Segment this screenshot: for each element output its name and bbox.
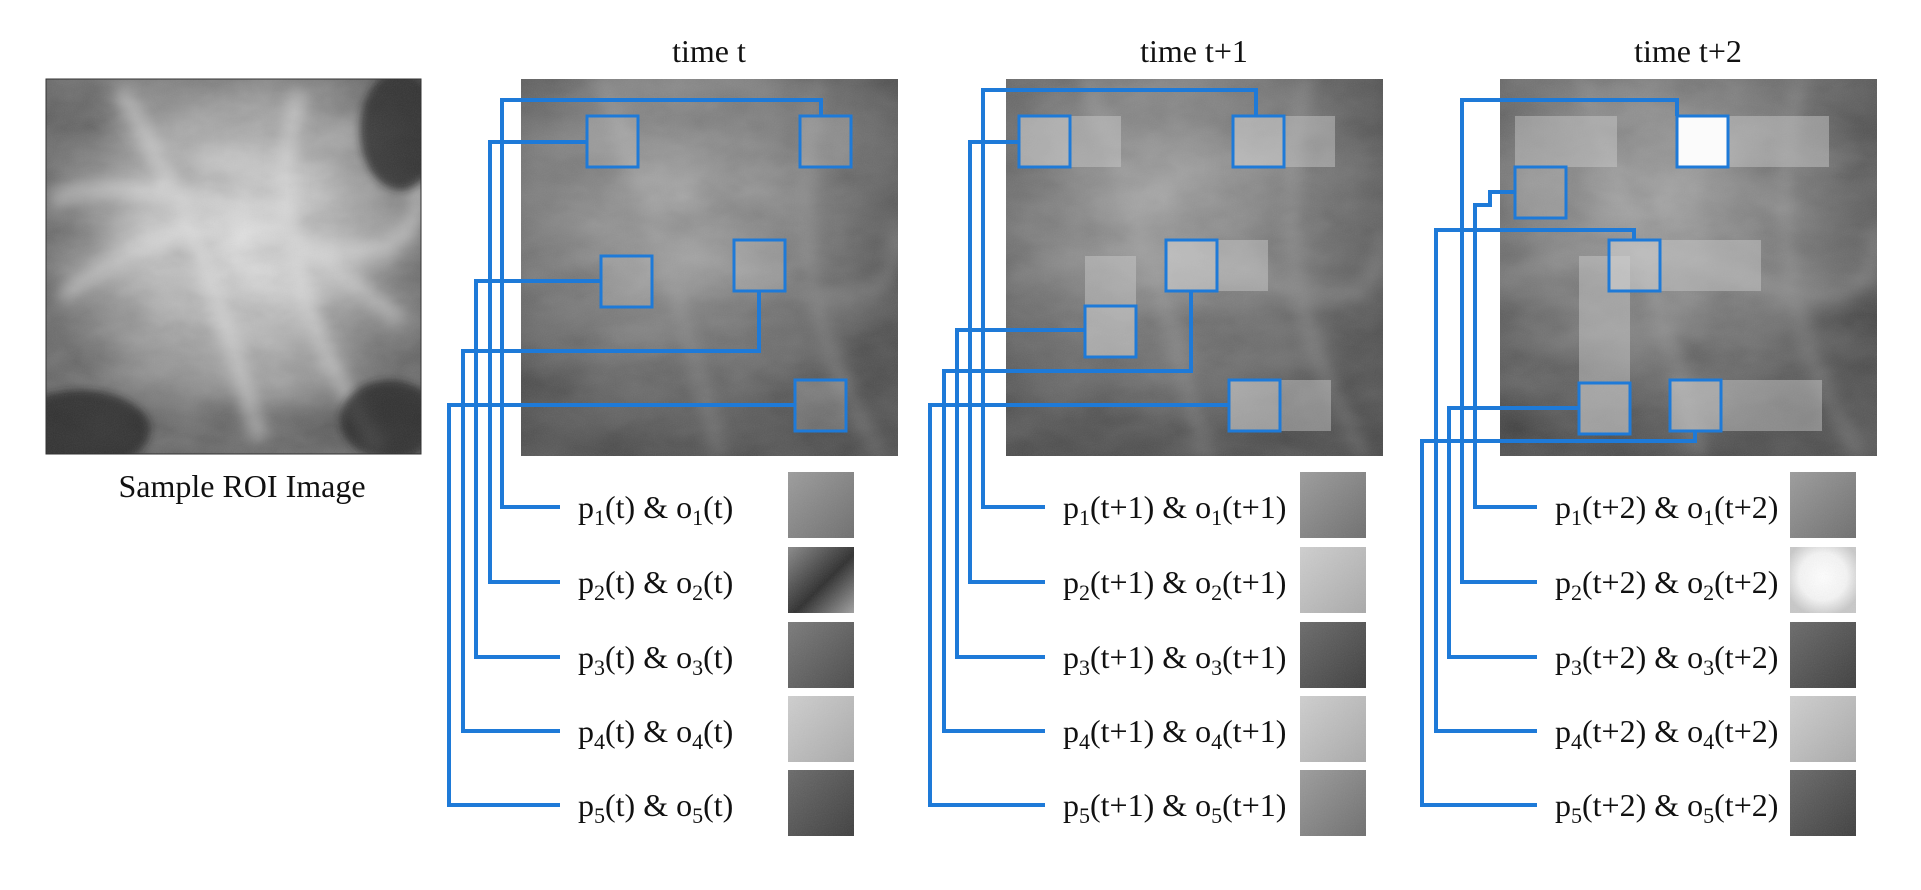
- frame-title: time t: [672, 33, 746, 69]
- frame-group-1: time t p1(t) & o1(t) p2(t) & o2(t) p3(t) & …: [447, 33, 898, 836]
- patch-label-1: p1(t+1) & o1(t+1): [1063, 489, 1286, 530]
- frame-group-3: time t+2 p1(t+2) & o1(t+2) p2(t+2) & o2(t+…: [1420, 33, 1877, 836]
- patch-thumbnail-2: [1300, 547, 1366, 613]
- connector-line-4: [461, 291, 761, 733]
- patch-thumbnail-5: [1300, 770, 1366, 836]
- connector-line-2: [968, 140, 1045, 584]
- patch-thumbnail-4: [1300, 696, 1366, 762]
- sample-roi-border: [45, 78, 422, 455]
- patch-thumbnail-2: [788, 547, 854, 613]
- frame-title: time t+1: [1140, 33, 1248, 69]
- patch-trail-5: [1670, 380, 1822, 431]
- connector-line-3: [955, 328, 1085, 659]
- sample-roi-caption: Sample ROI Image: [118, 468, 365, 504]
- patch-box-4: [1164, 238, 1219, 293]
- connector-line-5: [928, 403, 1229, 807]
- patch-box-2: [1675, 114, 1730, 169]
- patch-thumbnail-3: [1300, 622, 1366, 688]
- patch-trail-3: [1579, 256, 1630, 433]
- patch-box-4: [732, 238, 787, 293]
- patch-box-3: [599, 254, 654, 309]
- patch-label-5: p5(t+1) & o5(t+1): [1063, 787, 1286, 828]
- connector-line-4: [1434, 228, 1636, 733]
- patch-box-2: [798, 114, 853, 169]
- patch-box-2: [1231, 114, 1286, 169]
- connector-line-5: [1420, 431, 1697, 807]
- frame-title: time t+2: [1634, 33, 1742, 69]
- connector-line-1: [981, 88, 1258, 509]
- patch-label-3: p3(t+1) & o3(t+1): [1063, 639, 1286, 680]
- patch-trail-1: [1515, 116, 1617, 167]
- patch-label-4: p4(t) & o4(t): [578, 713, 733, 754]
- patch-box-1: [1513, 165, 1568, 220]
- patch-thumbnail-1: [1790, 472, 1856, 538]
- patch-thumbnail-2: [1790, 547, 1856, 613]
- patch-thumbnail-5: [788, 770, 854, 836]
- patch-thumbnail-1: [788, 472, 854, 538]
- patch-thumbnail-1: [1300, 472, 1366, 538]
- patch-label-4: p4(t+1) & o4(t+1): [1063, 713, 1286, 754]
- patch-thumbnail-4: [788, 696, 854, 762]
- connector-line-4: [942, 291, 1193, 733]
- patch-box-5: [1668, 378, 1723, 433]
- connector-line-3: [474, 279, 601, 659]
- patch-label-4: p4(t+2) & o4(t+2): [1555, 713, 1778, 754]
- sample-roi-image: [46, 79, 421, 454]
- patch-box-1: [585, 114, 640, 169]
- patch-label-5: p5(t) & o5(t): [578, 787, 733, 828]
- patch-thumbnail-5: [1790, 770, 1856, 836]
- connector-line-3: [1447, 406, 1579, 659]
- patch-box-4: [1607, 238, 1662, 293]
- frame-group-2: time t+1 p1(t+1) & o1(t+1) p2(t+1) & o2(t+…: [928, 33, 1383, 836]
- patch-label-2: p2(t+2) & o2(t+2): [1555, 564, 1778, 605]
- patch-trail-4: [1609, 240, 1761, 291]
- patch-label-2: p2(t+1) & o2(t+1): [1063, 564, 1286, 605]
- patch-label-2: p2(t) & o2(t): [578, 564, 733, 605]
- connector-line-5: [447, 403, 795, 807]
- connector-line-2: [1460, 98, 1679, 584]
- connector-line-2: [488, 140, 587, 584]
- patch-thumbnail-4: [1790, 696, 1856, 762]
- frames-layer: time t p1(t) & o1(t) p2(t) & o2(t) p3(t) & …: [447, 33, 1877, 836]
- patch-label-3: p3(t) & o3(t): [578, 639, 733, 680]
- patch-box-3: [1577, 381, 1632, 436]
- patch-label-5: p5(t+2) & o5(t+2): [1555, 787, 1778, 828]
- patch-thumbnail-3: [788, 622, 854, 688]
- patch-box-5: [793, 378, 848, 433]
- patch-box-5: [1227, 378, 1282, 433]
- patch-box-3: [1083, 304, 1138, 359]
- patch-box-1: [1017, 114, 1072, 169]
- patch-label-1: p1(t) & o1(t): [578, 489, 733, 530]
- patch-thumbnail-3: [1790, 622, 1856, 688]
- patch-label-3: p3(t+2) & o3(t+2): [1555, 639, 1778, 680]
- patch-label-1: p1(t+2) & o1(t+2): [1555, 489, 1778, 530]
- connector-line-1: [1473, 190, 1537, 509]
- connector-line-1: [500, 98, 823, 509]
